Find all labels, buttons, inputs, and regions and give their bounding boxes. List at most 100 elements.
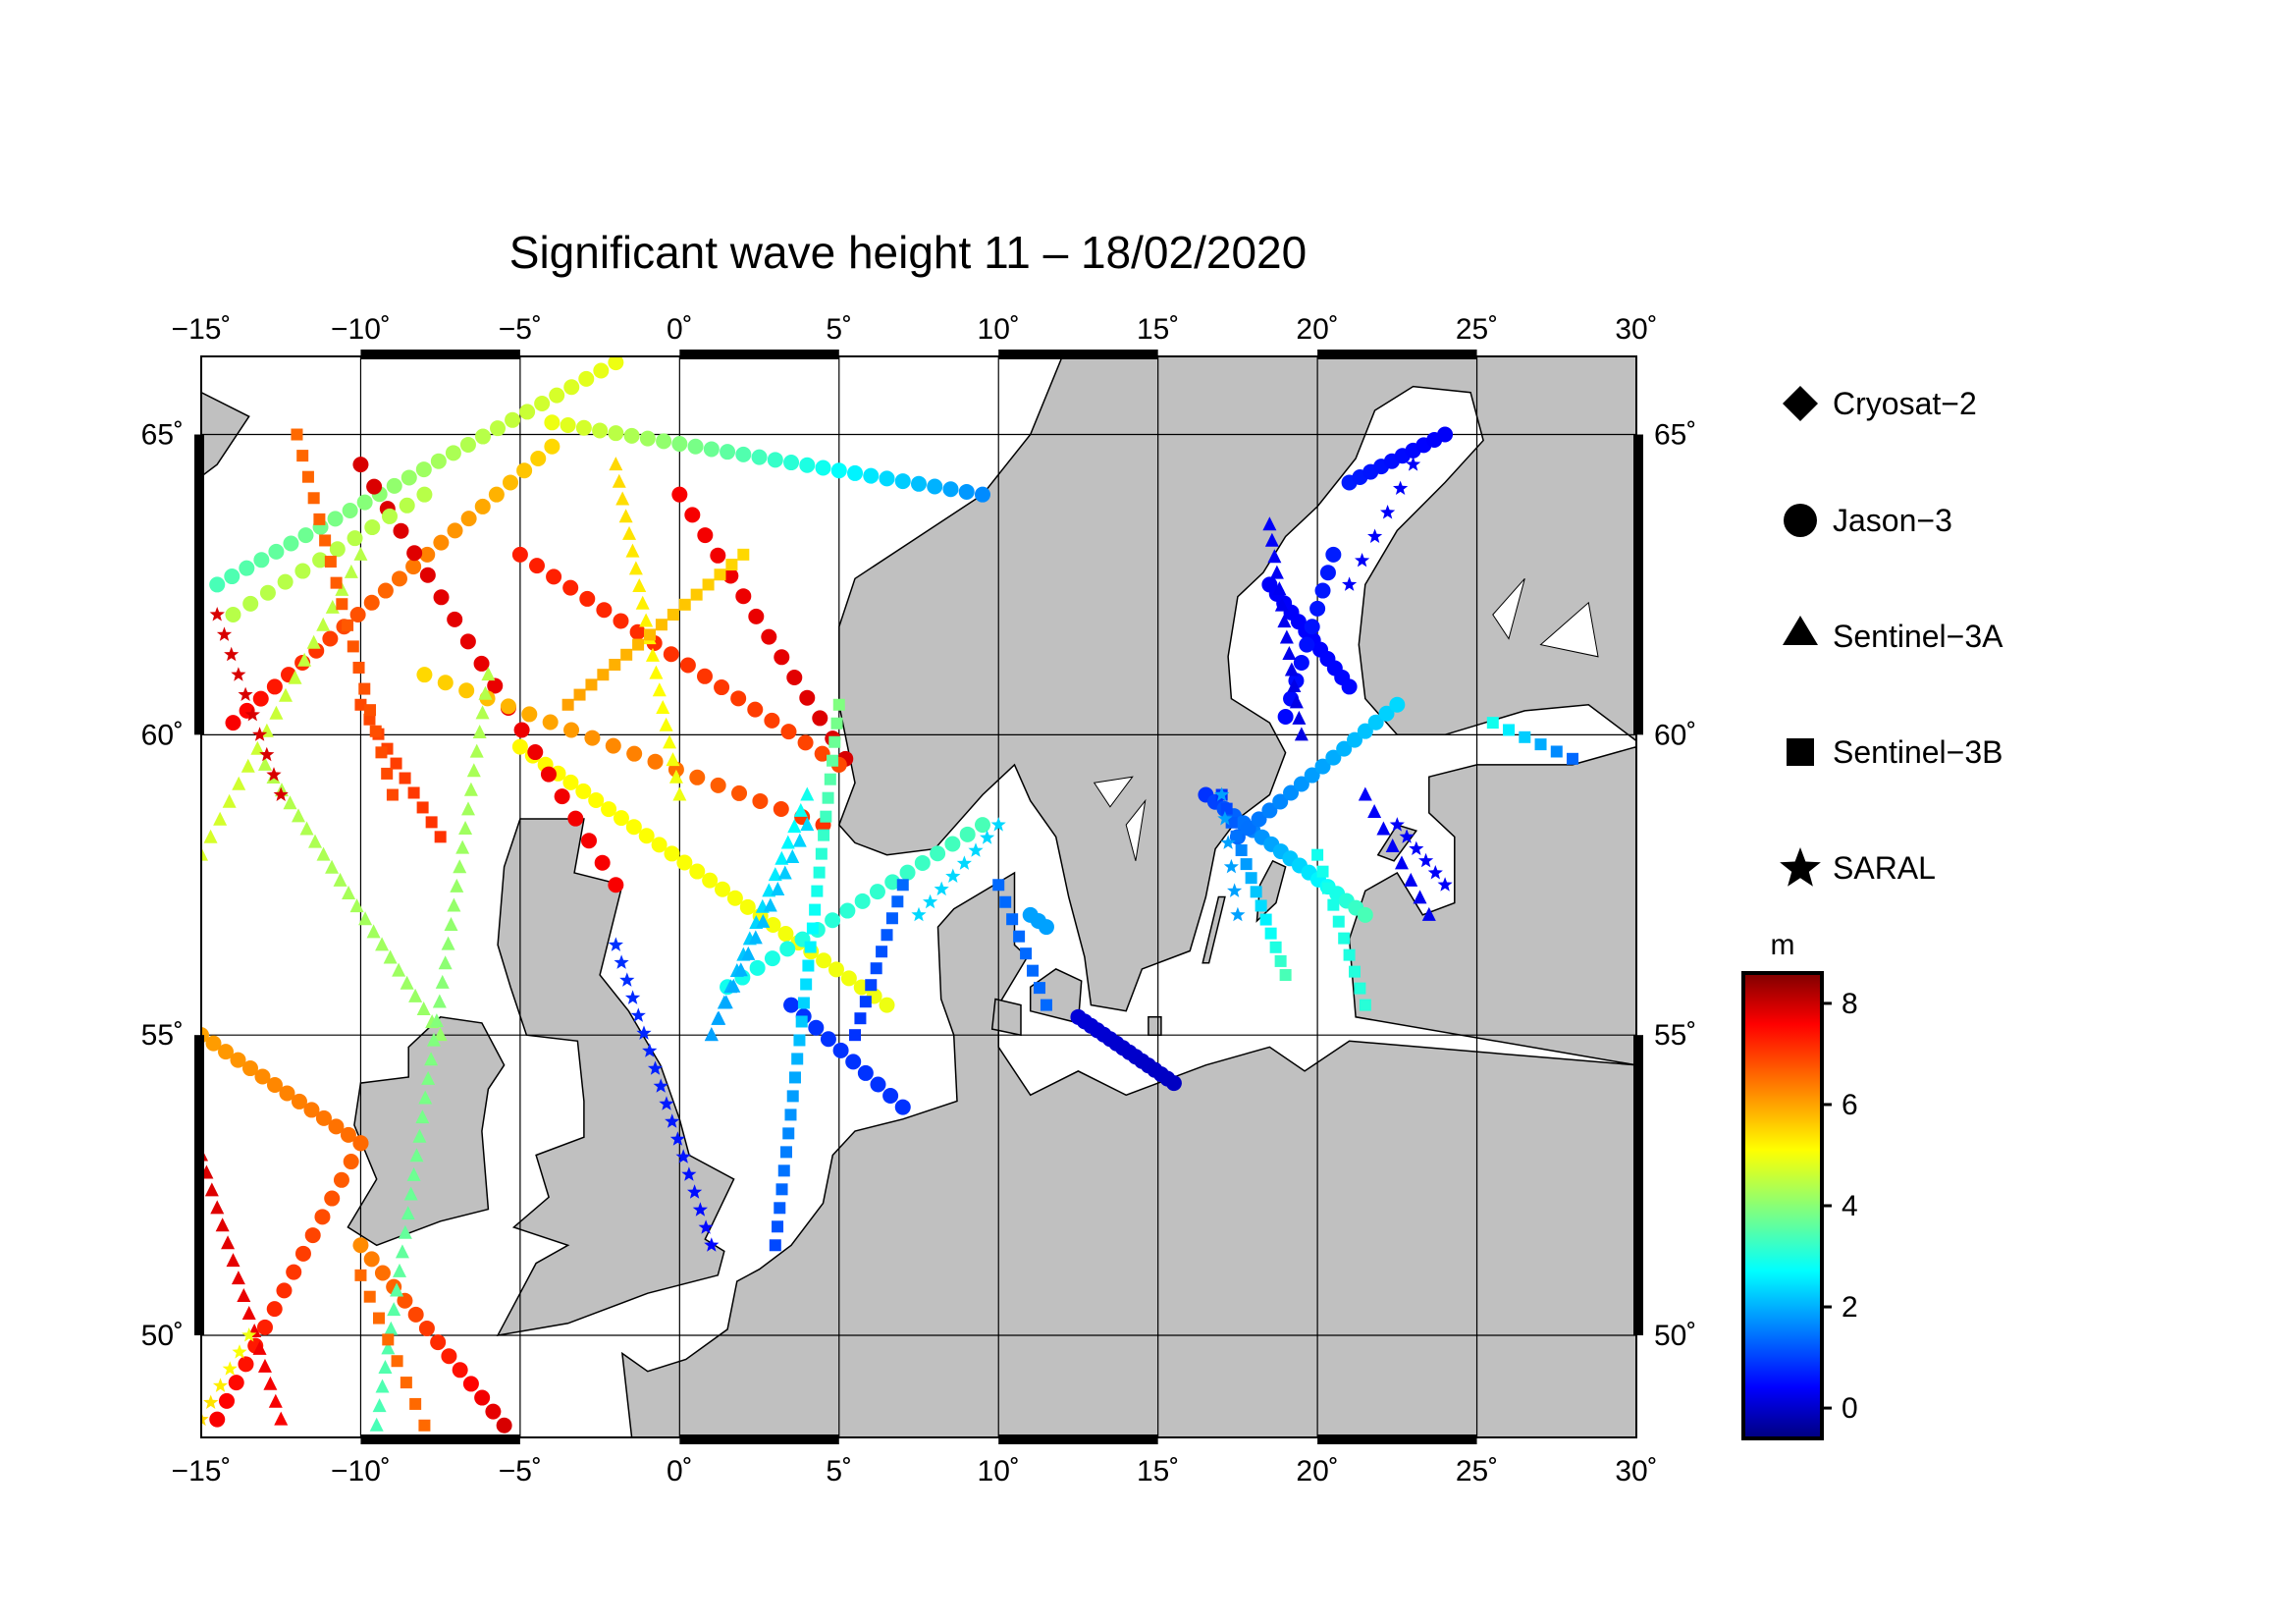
track-sentinel-3a [1262,516,1308,741]
measurement-point [780,835,795,849]
measurement-point [354,1269,367,1281]
measurement-point [511,546,528,563]
measurement-point [663,646,679,663]
star-icon [1780,847,1821,887]
measurement-point [224,646,240,662]
measurement-point [899,864,916,881]
measurement-point [231,1271,245,1285]
measurement-point [252,1340,267,1355]
measurement-point [382,1333,395,1346]
measurement-point [421,1070,436,1085]
measurement-point [676,854,693,871]
measurement-point [584,730,601,746]
lake-0 [1539,601,1599,658]
measurement-point [580,833,597,849]
measurement-point [671,486,688,503]
lon-tick-label-top: 15˚ [1137,313,1179,346]
track-jason-3 [225,438,561,731]
measurement-point [279,1085,295,1102]
measurement-point [712,1010,726,1025]
measurement-point [283,535,299,552]
measurement-point [303,1102,320,1118]
measurement-point [752,792,769,809]
measurement-point [340,1126,356,1143]
measurement-point [675,1149,691,1163]
measurement-point [386,788,399,801]
measurement-point [336,598,348,611]
measurement-point [328,1118,345,1135]
measurement-point [799,457,816,473]
measurement-point [911,906,927,922]
measurement-point [447,522,463,539]
measurement-point [597,669,610,681]
measurement-point [573,688,586,701]
measurement-point [1380,505,1396,519]
lat-tick-label-left: 55˚ [141,1019,184,1052]
measurement-point [527,744,544,761]
measurement-point [505,411,521,428]
measurement-point [784,1109,797,1121]
measurement-point [279,687,293,702]
measurement-point [625,819,642,836]
measurement-point [409,1148,424,1163]
measurement-point [363,1251,380,1268]
measurement-point [212,1378,229,1392]
measurement-point [232,776,246,790]
measurement-point [327,511,344,527]
legend-item-cryosat: Cryosat−2 [1783,386,1977,421]
measurement-point [353,546,368,561]
measurement-point [1282,646,1297,661]
measurement-point [378,1359,393,1374]
measurement-point [870,962,882,975]
measurement-point [818,829,830,841]
frame-bar-top [1317,350,1477,359]
measurement-point [561,698,574,711]
measurement-point [503,474,519,491]
measurement-point [1269,565,1284,579]
frame-bar-right [1633,434,1643,735]
measurement-point [714,568,726,581]
measurement-point [635,595,650,610]
lon-tick-label-top: −5˚ [499,313,542,346]
measurement-point [575,783,592,799]
measurement-point [870,1076,886,1093]
measurement-point [369,725,382,737]
measurement-point [308,834,323,848]
measurement-point [342,886,356,900]
measurement-point [592,422,609,439]
measurement-point [896,879,909,892]
measurement-point [800,978,813,991]
measurement-point [458,821,473,836]
measurement-point [774,1202,786,1215]
measurement-point [291,428,303,441]
measurement-point [1006,913,1019,926]
lat-tick-label-left: 65˚ [141,419,184,452]
measurement-point [787,819,802,834]
measurement-point [812,710,828,727]
measurement-point [1240,858,1253,871]
measurement-point [1279,969,1292,982]
measurement-point [241,1327,257,1342]
measurement-point [731,784,748,801]
measurement-point [254,1068,271,1085]
frame-bar-left [194,434,204,735]
bornholm-land [1148,1016,1162,1036]
measurement-point [1277,614,1292,628]
measurement-point [297,652,312,667]
measurement-point [644,628,657,641]
measurement-point [869,884,885,900]
measurement-point [845,1054,862,1070]
measurement-point [358,682,371,695]
measurement-point [242,595,259,612]
track-sentinel-3a [609,457,687,801]
measurement-point [329,541,346,558]
measurement-point [854,1012,867,1025]
measurement-point [1314,582,1331,599]
britain-land [496,818,735,1336]
measurement-point [299,821,314,836]
measurement-point [307,492,320,505]
measurement-point [1349,965,1362,978]
measurement-point [453,859,467,874]
measurement-point [751,449,768,465]
measurement-point [416,801,429,814]
